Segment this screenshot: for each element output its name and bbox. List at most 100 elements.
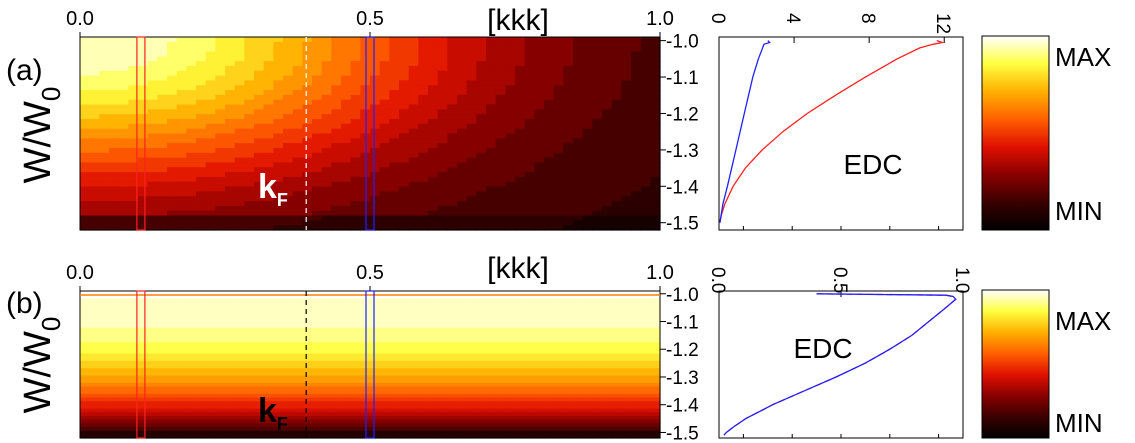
heatmap-cell	[640, 357, 651, 362]
heatmap-cell	[205, 412, 216, 417]
heatmap-cell	[331, 152, 342, 159]
heatmap-cell	[650, 205, 661, 212]
heatmap-cell	[157, 205, 168, 212]
heatmap-cell	[544, 338, 555, 344]
heatmap-cell	[553, 75, 564, 82]
heatmap-cell	[408, 157, 419, 164]
heatmap-cell	[379, 338, 390, 344]
heatmap-cell	[350, 426, 361, 432]
heatmap-cell	[486, 46, 497, 53]
heatmap-cell	[611, 41, 622, 48]
heatmap-cell	[621, 302, 632, 307]
heatmap-cell	[553, 51, 564, 57]
heatmap-cell	[582, 99, 593, 106]
heatmap-cell	[495, 90, 506, 96]
heatmap-cell	[147, 61, 158, 67]
heatmap-cell	[495, 56, 506, 62]
heatmap-cell	[631, 152, 642, 159]
heatmap-cell	[447, 205, 458, 212]
heatmap-cell	[495, 349, 506, 355]
heatmap-cell	[515, 294, 526, 299]
heatmap-cell	[428, 397, 439, 402]
heatmap-cell	[89, 335, 100, 340]
heatmap-cell	[302, 167, 313, 173]
heatmap-cell	[196, 364, 207, 369]
heatmap-cell	[592, 114, 603, 120]
heatmap-cell	[109, 152, 120, 159]
heatmap-cell	[341, 371, 352, 377]
heatmap-cell	[157, 320, 168, 325]
heatmap-cell	[379, 371, 390, 377]
heatmap-cell	[186, 51, 197, 57]
heatmap-cell	[234, 375, 245, 380]
heatmap-cell	[331, 104, 342, 110]
heatmap-cell	[283, 128, 294, 135]
heatmap-cell	[486, 191, 497, 197]
heatmap-cell	[109, 215, 120, 221]
heatmap-cell	[312, 172, 323, 178]
heatmap-cell	[399, 65, 410, 72]
heatmap-cell	[408, 225, 419, 231]
heatmap-cell	[515, 305, 526, 310]
heatmap-cell	[524, 386, 535, 391]
heatmap-cell	[138, 291, 149, 296]
heatmap-cell	[350, 46, 361, 53]
heatmap-cell	[486, 181, 497, 188]
heatmap-cell	[273, 386, 284, 391]
heatmap-cell	[563, 430, 574, 435]
heatmap-cell	[302, 331, 313, 336]
heatmap-cell	[234, 294, 245, 299]
heatmap-cell	[602, 390, 613, 395]
heatmap-cell	[650, 70, 661, 77]
heatmap-cell	[341, 338, 352, 344]
heatmap-cell	[263, 368, 274, 373]
heatmap-cell	[408, 75, 419, 82]
heatmap-cell	[205, 65, 216, 72]
heatmap-cell	[99, 397, 110, 402]
heatmap-cell	[544, 434, 555, 439]
heatmap-cell	[399, 215, 410, 221]
heatmap-cell	[621, 56, 632, 62]
heatmap-cell	[389, 404, 400, 410]
heatmap-cell	[118, 316, 129, 321]
heatmap-cell	[563, 302, 574, 307]
heatmap-cell	[631, 191, 642, 197]
heatmap-cell	[602, 382, 613, 388]
heatmap-cell	[350, 316, 361, 321]
heatmap-cell	[650, 114, 661, 120]
heatmap-cell	[128, 371, 139, 377]
heatmap-cell	[466, 65, 477, 72]
heatmap-cell	[428, 313, 439, 318]
heatmap-cell	[602, 346, 613, 351]
heatmap-cell	[505, 99, 516, 106]
heatmap-cell	[640, 61, 651, 67]
heatmap-cell	[292, 397, 303, 402]
heatmap-cell	[89, 291, 100, 296]
heatmap-cell	[389, 335, 400, 340]
heatmap-cell	[582, 65, 593, 72]
heatmap-cell	[534, 56, 545, 62]
heatmap-cell	[573, 109, 584, 115]
heatmap-cell	[273, 371, 284, 377]
heatmap-cell	[157, 152, 168, 159]
heatmap-cell	[621, 70, 632, 77]
heatmap-cell	[118, 138, 129, 144]
heatmap-cell	[408, 205, 419, 212]
heatmap-cell	[331, 61, 342, 67]
heatmap-cell	[147, 215, 158, 221]
heatmap-cell	[89, 309, 100, 314]
heatmap-cell	[486, 397, 497, 402]
heatmap-cell	[138, 90, 149, 96]
heatmap-cell	[534, 434, 545, 439]
heatmap-cell	[631, 46, 642, 53]
heatmap-cell	[138, 56, 149, 62]
heatmap-cell	[534, 167, 545, 173]
heatmap-cell	[466, 56, 477, 62]
heatmap-cell	[437, 147, 448, 154]
heatmap-cell	[225, 382, 236, 388]
heatmap-cell	[631, 386, 642, 391]
heatmap-cell	[157, 172, 168, 178]
heatmap-cell	[176, 423, 187, 428]
heatmap-cell	[341, 123, 352, 130]
heatmap-cell	[582, 138, 593, 144]
